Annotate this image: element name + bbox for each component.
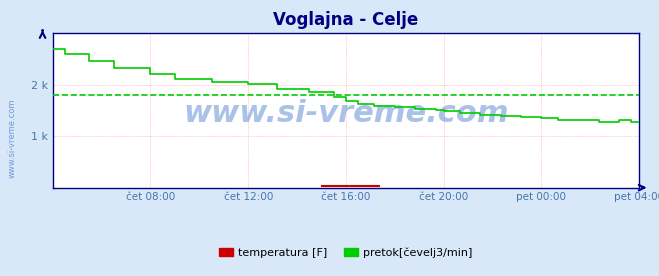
Title: Voglajna - Celje: Voglajna - Celje — [273, 11, 418, 29]
Text: www.si-vreme.com: www.si-vreme.com — [183, 99, 509, 128]
Text: www.si-vreme.com: www.si-vreme.com — [8, 98, 17, 178]
Legend: temperatura [F], pretok[čevelj3/min]: temperatura [F], pretok[čevelj3/min] — [215, 243, 477, 262]
